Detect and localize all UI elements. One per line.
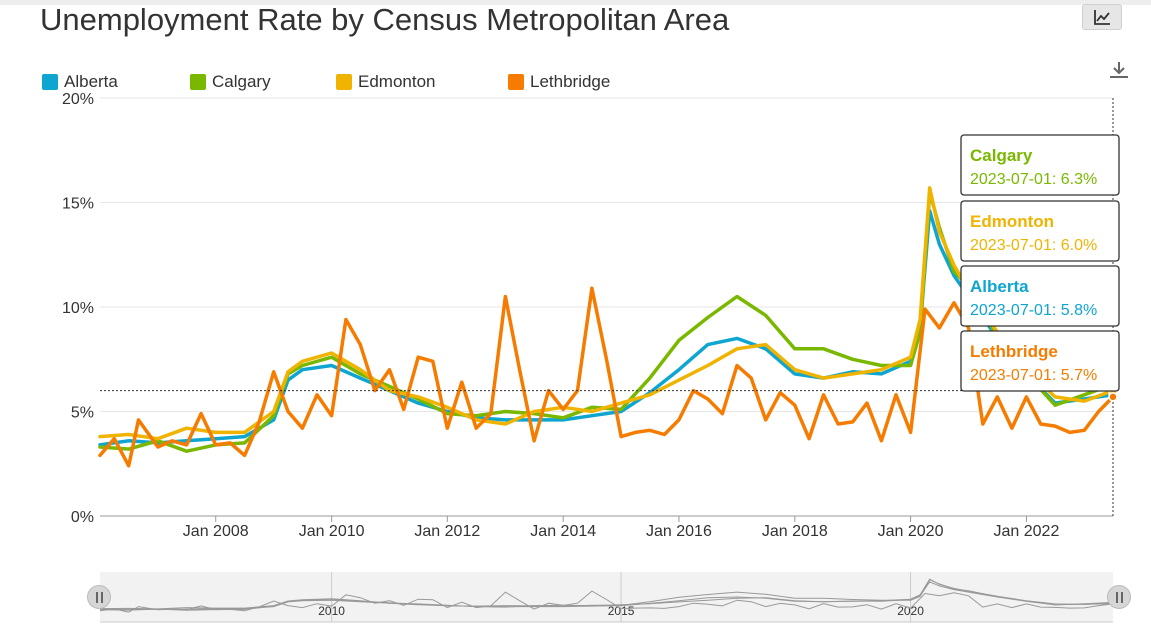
tooltip-calgary: Calgary 2023-07-01: 6.3%: [960, 134, 1120, 196]
navigator-series-lethbridge: [99, 590, 1114, 613]
navigator-label: 2020: [897, 604, 924, 618]
tooltip-box: [960, 200, 1120, 262]
chart-title: Unemployment Rate by Census Metropolitan…: [40, 2, 730, 37]
y-tick-label: 5%: [71, 405, 94, 422]
x-tick-label: Jan 2010: [299, 523, 365, 540]
download-icon: [1110, 62, 1128, 78]
x-tick-label: Jan 2020: [878, 523, 944, 540]
legend-swatch-edmonton: [336, 74, 352, 90]
legend-label-lethbridge: Lethbridge: [530, 72, 611, 91]
line-chart-icon: [1094, 10, 1110, 25]
download-button[interactable]: [1106, 58, 1132, 82]
x-tick-label: Jan 2018: [762, 523, 828, 540]
tooltip-value: 2023-07-01: 6.0%: [970, 237, 1097, 254]
legend-swatch-calgary: [190, 74, 206, 90]
tooltip-value: 2023-07-01: 5.8%: [970, 302, 1097, 319]
top-border: [0, 0, 1151, 5]
y-tick-label: 15%: [62, 196, 94, 213]
tooltip-alberta: Alberta 2023-07-01: 5.8%: [960, 265, 1120, 327]
legend-label-alberta: Alberta: [64, 72, 118, 91]
tooltip-series-name: Lethbridge: [970, 342, 1058, 361]
tooltip-box: [960, 265, 1120, 327]
x-tick-label: Jan 2016: [646, 523, 712, 540]
x-tick-label: Jan 2012: [414, 523, 480, 540]
tooltip-series-name: Calgary: [970, 146, 1033, 165]
x-tick-label: Jan 2014: [530, 523, 596, 540]
tooltip-series-name: Alberta: [970, 277, 1029, 296]
y-tick-label: 0%: [71, 509, 94, 526]
tooltip-value: 2023-07-01: 5.7%: [970, 367, 1097, 384]
tooltip-lethbridge: Lethbridge 2023-07-01: 5.7%: [960, 330, 1120, 392]
tooltip-box: [960, 134, 1120, 196]
tooltip-edmonton: Edmonton 2023-07-01: 6.0%: [960, 200, 1120, 262]
navigator-background: [100, 572, 1113, 622]
chart-type-button[interactable]: [1082, 4, 1122, 30]
legend-label-edmonton: Edmonton: [358, 72, 436, 91]
y-tick-label: 10%: [62, 300, 94, 317]
x-tick-label: Jan 2022: [994, 523, 1060, 540]
navigator-handle-right[interactable]: [1107, 585, 1131, 609]
x-tick-label: Jan 2008: [183, 523, 249, 540]
navigator-handle-left[interactable]: [87, 585, 111, 609]
series-line-lethbridge: [98, 286, 1115, 468]
tooltip-value: 2023-07-01: 6.3%: [970, 171, 1097, 188]
legend-swatch-lethbridge: [508, 74, 524, 90]
legend-label-calgary: Calgary: [212, 72, 271, 91]
point-marker-lethbridge: [1108, 392, 1118, 402]
legend-swatch-alberta: [42, 74, 58, 90]
navigator-label: 2010: [318, 604, 345, 618]
tooltip-box: [960, 330, 1120, 392]
tooltip-series-name: Edmonton: [970, 212, 1054, 231]
y-tick-label: 20%: [62, 91, 94, 108]
navigator-label: 2015: [608, 604, 635, 618]
